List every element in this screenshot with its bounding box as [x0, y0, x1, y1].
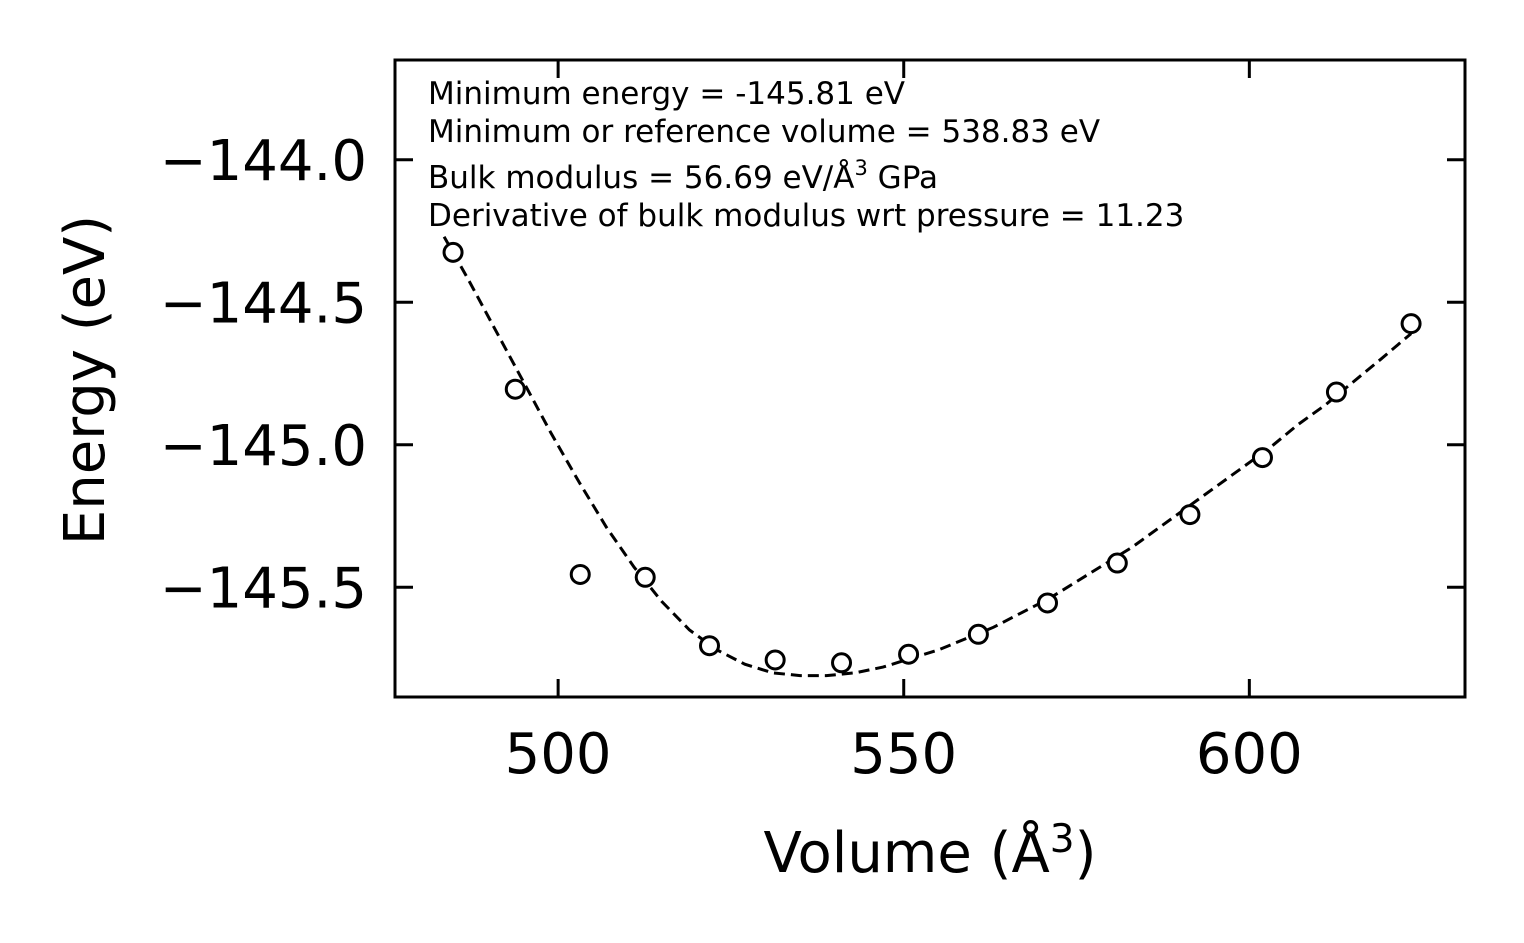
- data-points: [442, 241, 1422, 674]
- annotation-bulk-modulus: Bulk modulus = 56.69 eV/Å3 GPa: [428, 156, 938, 196]
- data-point: [1106, 552, 1128, 574]
- y-tick-label: −145.5: [160, 556, 367, 621]
- x-tick-label: 550: [850, 722, 957, 787]
- data-point: [1037, 592, 1059, 614]
- x-axis-label-sup: 3: [1050, 817, 1075, 862]
- x-axis-label-close: ): [1075, 821, 1097, 886]
- y-tick-label: −145.0: [160, 414, 367, 479]
- data-point: [699, 635, 721, 657]
- plot-frame: [393, 58, 1467, 699]
- y-tick-labels: −144.0 −144.5 −145.0 −145.5: [160, 129, 367, 622]
- data-point: [1179, 504, 1201, 526]
- data-point: [569, 563, 591, 585]
- data-point: [1400, 313, 1422, 335]
- y-axis-label: Energy (eV): [53, 215, 118, 545]
- annotation-min-volume: Minimum or reference volume = 538.83 eV: [428, 114, 1100, 150]
- data-point: [831, 652, 853, 674]
- y-tick-label: −144.0: [160, 129, 367, 194]
- annotation-min-energy: Minimum energy = -145.81 eV: [428, 76, 905, 112]
- data-point: [1325, 381, 1347, 403]
- annotation-bulk-modulus-sup: 3: [854, 156, 867, 180]
- data-point: [442, 241, 464, 263]
- data-point: [634, 566, 656, 588]
- x-tick-labels: 500 550 600: [505, 722, 1303, 787]
- data-point: [1251, 447, 1273, 469]
- annotation-bulk-modulus-derivative: Derivative of bulk modulus wrt pressure …: [428, 198, 1184, 234]
- x-tick-label: 500: [505, 722, 612, 787]
- annotation-bulk-modulus-tail: GPa: [868, 160, 938, 196]
- data-point: [967, 623, 989, 645]
- x-axis-label: Volume (Å3): [764, 817, 1097, 886]
- data-point: [504, 378, 526, 400]
- data-point: [898, 643, 920, 665]
- y-tick-label: −144.5: [160, 271, 367, 336]
- fit-curve: [442, 235, 1413, 678]
- data-point: [764, 649, 786, 671]
- x-tick-label: 600: [1196, 722, 1303, 787]
- x-axis-label-main: Volume (Å: [764, 820, 1050, 886]
- annotation-bulk-modulus-main: Bulk modulus = 56.69 eV/Å: [428, 160, 854, 196]
- axis-ticks: [395, 60, 1465, 697]
